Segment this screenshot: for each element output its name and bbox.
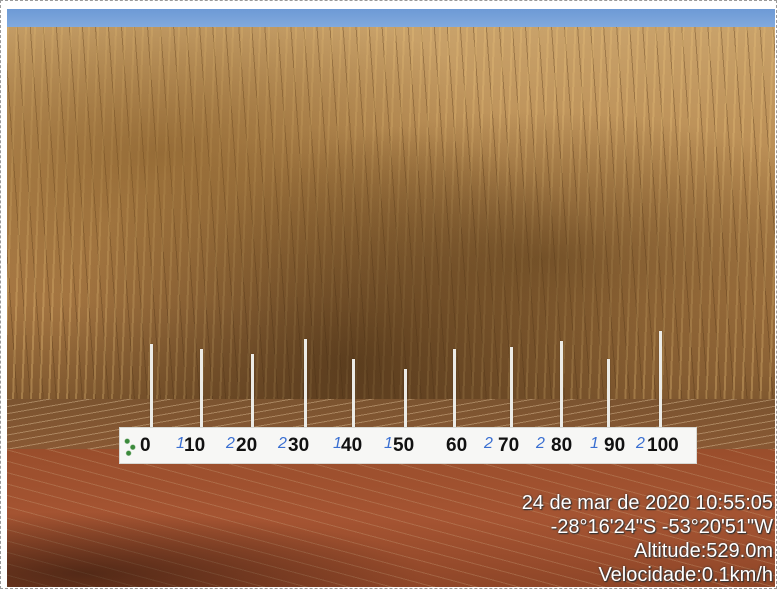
soybean-crop	[7, 27, 775, 447]
ruler-pen-mark: 1	[333, 435, 342, 452]
marker-stake	[150, 344, 153, 428]
ruler-pen-mark: 2	[226, 435, 235, 452]
gps-timestamp-overlay: 24 de mar de 2020 10:55:05 -28°16'24"S -…	[522, 491, 773, 587]
red-soil	[7, 449, 775, 587]
ruler-tick-10: 10	[184, 435, 206, 456]
marker-stake	[200, 349, 203, 428]
ruler-tick-90: 90	[604, 435, 626, 456]
ruler-tick-70: 70	[498, 435, 520, 456]
ruler-logo-icon	[123, 434, 137, 458]
ruler-tick-40: 40	[341, 435, 363, 456]
field-photo: 0 10 20 30 40 50 60 70 80 90 100 1 2 2 1…	[7, 9, 775, 587]
marker-stake	[453, 349, 456, 428]
ruler-pen-mark: 2	[536, 435, 545, 452]
stamp-altitude: Altitude:529.0m	[634, 540, 773, 562]
measuring-ruler: 0 10 20 30 40 50 60 70 80 90 100 1 2 2 1…	[119, 427, 697, 464]
ruler-pen-mark: 1	[590, 435, 599, 452]
ruler-tick-30: 30	[288, 435, 310, 456]
marker-stake	[352, 359, 355, 428]
ruler-tick-20: 20	[236, 435, 258, 456]
ruler-pen-mark: 1	[176, 435, 185, 452]
marker-stake	[659, 331, 662, 428]
ruler-tick-100: 100	[647, 435, 679, 456]
marker-stake	[607, 359, 610, 428]
marker-stake	[404, 369, 407, 428]
ruler-tick-80: 80	[551, 435, 573, 456]
marker-stake	[304, 339, 307, 428]
ruler-pen-mark: 2	[636, 435, 645, 452]
marker-stake	[560, 341, 563, 428]
ruler-pen-mark: 2	[278, 435, 287, 452]
ruler-tick-0: 0	[140, 435, 151, 456]
marker-stake	[510, 347, 513, 428]
ruler-tick-60: 60	[446, 435, 468, 456]
stamp-speed: Velocidade:0.1km/h	[598, 564, 773, 586]
ruler-pen-mark: 2	[484, 435, 493, 452]
ruler-tick-50: 50	[393, 435, 415, 456]
stamp-datetime: 24 de mar de 2020 10:55:05	[521, 492, 773, 514]
marker-stake	[251, 354, 254, 428]
stamp-coordinates: -28°16'24"S -53°20'51"W	[550, 516, 773, 538]
ruler-pen-mark: 1	[384, 435, 393, 452]
